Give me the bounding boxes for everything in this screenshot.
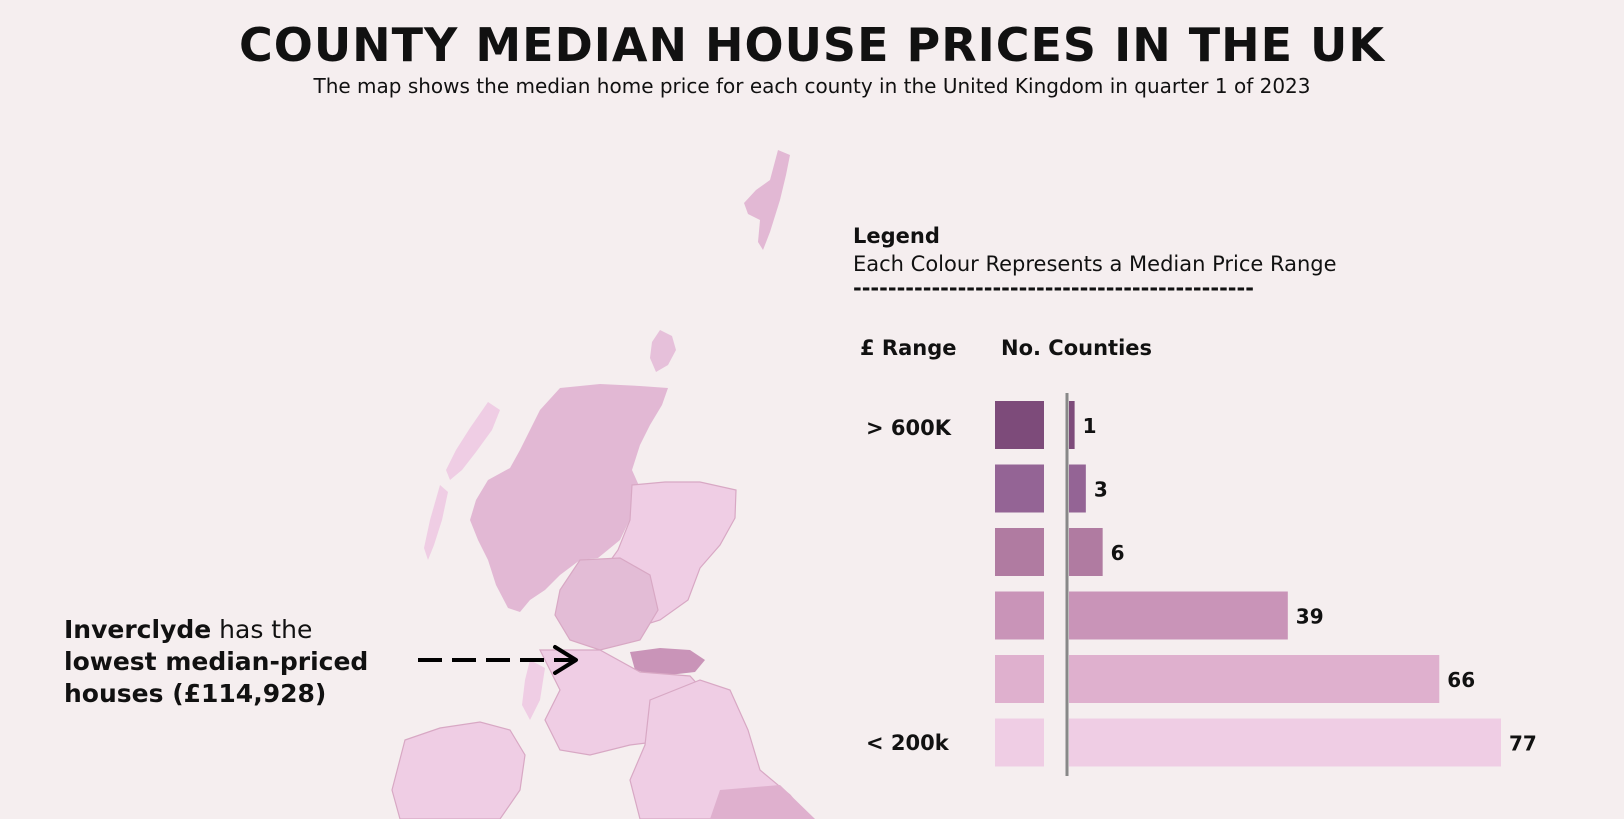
legend-bar-value-0: 1	[1083, 414, 1097, 438]
range-label-top: > 600K	[866, 416, 952, 440]
legend-bar-4	[1069, 655, 1440, 703]
annotation-middle: has the	[211, 615, 313, 644]
legend-col-counties: No. Counties	[1001, 336, 1153, 360]
legend-subheading: Each Colour Represents a Median Price Ra…	[853, 252, 1337, 276]
legend-bar-2	[1069, 528, 1103, 576]
page-subtitle: The map shows the median home price for …	[313, 74, 1311, 98]
range-label-bottom: < 200k	[866, 731, 949, 755]
map-england-northeast	[710, 785, 815, 819]
legend-swatch-1	[995, 464, 1044, 513]
legend-bar-value-5: 77	[1509, 732, 1537, 756]
map-lothian	[630, 648, 705, 676]
map-scotland-highlands	[470, 384, 668, 612]
map-scotland-central	[554, 557, 659, 651]
page-title: COUNTY MEDIAN HOUSE PRICES IN THE UK	[238, 18, 1386, 72]
annotation-line2: lowest median-priced	[64, 647, 369, 676]
legend-swatch-5	[995, 718, 1044, 767]
legend-divider: ----------------------------------------…	[853, 276, 1254, 300]
map-orkney	[650, 330, 676, 372]
map-western-isles-south	[424, 485, 448, 560]
annotation-arrow	[418, 645, 578, 675]
legend-swatch-2	[995, 528, 1044, 576]
legend-bar-value-2: 6	[1111, 541, 1125, 565]
legend-heading: Legend	[853, 224, 940, 248]
legend-bar-5	[1069, 718, 1501, 767]
legend-bar-value-3: 39	[1296, 605, 1324, 629]
annotation-place: Inverclyde	[64, 615, 212, 644]
map-northern-ireland	[391, 721, 526, 819]
map-kintyre	[522, 660, 545, 720]
legend-swatch-3	[995, 591, 1044, 640]
annotation-line3: houses (£114,928)	[64, 679, 327, 708]
legend-bar-1	[1069, 464, 1086, 513]
legend-bar-0	[1069, 401, 1075, 449]
legend-col-range: £ Range	[860, 336, 957, 360]
inverclyde-annotation: Inverclyde has the lowest median-priced …	[64, 614, 368, 710]
legend-swatch-4	[995, 655, 1044, 703]
map-western-isles	[446, 402, 500, 480]
legend-swatch-0	[995, 401, 1044, 449]
map-shetland	[744, 150, 790, 250]
legend-bar-3	[1069, 591, 1288, 640]
legend-bar-value-1: 3	[1094, 478, 1108, 502]
legend-bar-value-4: 66	[1447, 668, 1475, 692]
